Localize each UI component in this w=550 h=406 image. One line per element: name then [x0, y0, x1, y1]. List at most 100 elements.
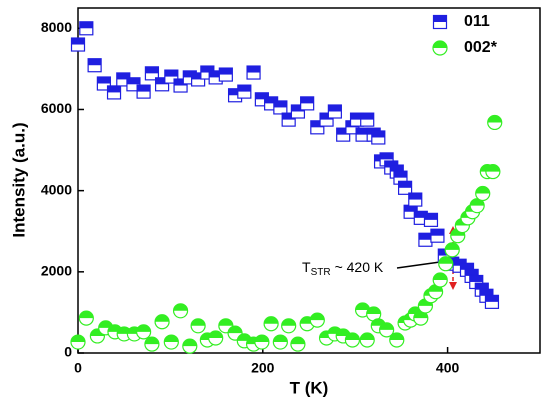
- marker-fill: [264, 96, 278, 104]
- data-point: [360, 112, 375, 127]
- marker-fill: [290, 337, 305, 345]
- marker-fill: [219, 68, 233, 75]
- marker-fill: [281, 318, 296, 326]
- marker-fill: [228, 88, 242, 96]
- marker-fill: [408, 193, 422, 200]
- marker-fill: [174, 79, 188, 86]
- data-point: [163, 334, 179, 350]
- x-axis-label: T (K): [290, 378, 329, 397]
- data-point: [444, 242, 460, 258]
- data-point: [172, 303, 189, 319]
- data-point: [281, 318, 297, 334]
- marker-fill: [453, 259, 467, 266]
- marker-fill: [71, 38, 85, 45]
- marker-fill: [328, 105, 342, 112]
- marker-fill: [145, 66, 159, 74]
- annotation-rest: ~ 420 K: [335, 259, 384, 275]
- marker-fill: [107, 85, 121, 93]
- marker-fill: [390, 165, 404, 172]
- marker-fill: [191, 72, 205, 80]
- annotation-pointer: [396, 261, 441, 269]
- y-tick-label: 2000: [41, 263, 72, 279]
- marker-fill: [79, 21, 93, 29]
- data-point: [144, 66, 160, 81]
- marker-fill: [460, 263, 474, 270]
- data-point: [432, 272, 448, 288]
- data-point: [79, 21, 94, 36]
- marker-fill: [183, 70, 197, 78]
- marker-fill: [366, 307, 381, 315]
- data-point: [423, 212, 439, 227]
- data-point: [263, 316, 279, 332]
- marker-fill: [273, 335, 288, 343]
- marker-fill: [487, 115, 502, 123]
- marker-fill: [465, 269, 479, 276]
- data-point: [182, 338, 198, 354]
- marker-fill: [336, 328, 351, 336]
- marker-fill: [97, 76, 111, 84]
- data-point: [136, 84, 151, 99]
- marker-fill: [433, 15, 447, 22]
- marker-fill: [164, 70, 178, 77]
- marker-fill: [438, 249, 452, 256]
- marker-fill: [430, 229, 444, 236]
- y-tick-label: 4000: [41, 181, 72, 197]
- marker-fill: [200, 66, 214, 73]
- marker-fill: [414, 211, 428, 218]
- marker-fill: [389, 333, 404, 341]
- x-tick-label: 200: [251, 360, 275, 376]
- marker-fill: [291, 105, 305, 112]
- data-point: [438, 256, 454, 272]
- marker-fill: [310, 120, 324, 128]
- marker-fill: [360, 333, 375, 341]
- marker-fill: [237, 85, 251, 92]
- y-tick-label: 8000: [41, 19, 72, 35]
- legend-label: 002*: [464, 39, 498, 56]
- data-point: [246, 65, 261, 80]
- marker-fill: [71, 335, 85, 343]
- data-point: [290, 336, 306, 352]
- marker-fill: [228, 326, 243, 334]
- marker-fill: [380, 152, 394, 160]
- data-point: [300, 96, 315, 111]
- data-point: [418, 232, 433, 247]
- marker-fill: [433, 41, 447, 48]
- data-point: [154, 314, 170, 330]
- marker-fill: [398, 181, 412, 188]
- marker-fill: [136, 324, 151, 332]
- marker-fill: [155, 77, 169, 85]
- data-point: [475, 185, 491, 202]
- data-point: [485, 163, 501, 180]
- marker-fill: [445, 242, 460, 250]
- data-point: [208, 330, 224, 346]
- marker-fill: [433, 272, 448, 280]
- y-tick-label: 6000: [41, 100, 72, 116]
- data-point: [70, 334, 86, 350]
- marker-fill: [255, 92, 269, 100]
- data-point: [366, 306, 382, 322]
- marker-fill: [173, 303, 188, 311]
- data-point: [144, 336, 160, 352]
- data-point: [327, 104, 342, 119]
- data-point: [106, 85, 122, 100]
- y-axis-label: Intensity (a.u.): [9, 122, 28, 237]
- data-point: [484, 294, 500, 309]
- marker-fill: [485, 295, 499, 302]
- data-point: [344, 332, 361, 348]
- legend-marker: [432, 40, 448, 56]
- y-tick-label: 0: [64, 344, 72, 360]
- data-point: [87, 58, 102, 73]
- marker-fill: [479, 289, 493, 296]
- marker-fill: [371, 130, 385, 138]
- marker-fill: [336, 128, 350, 135]
- marker-fill: [379, 322, 394, 330]
- marker-fill: [393, 171, 407, 178]
- marker-fill: [264, 316, 279, 324]
- data-point: [190, 318, 206, 334]
- marker-fill: [475, 283, 489, 290]
- data-point: [136, 324, 152, 340]
- marker-fill: [144, 337, 159, 345]
- marker-fill: [98, 320, 113, 328]
- data-point: [430, 228, 445, 243]
- annotation-subscript: STR: [311, 267, 331, 278]
